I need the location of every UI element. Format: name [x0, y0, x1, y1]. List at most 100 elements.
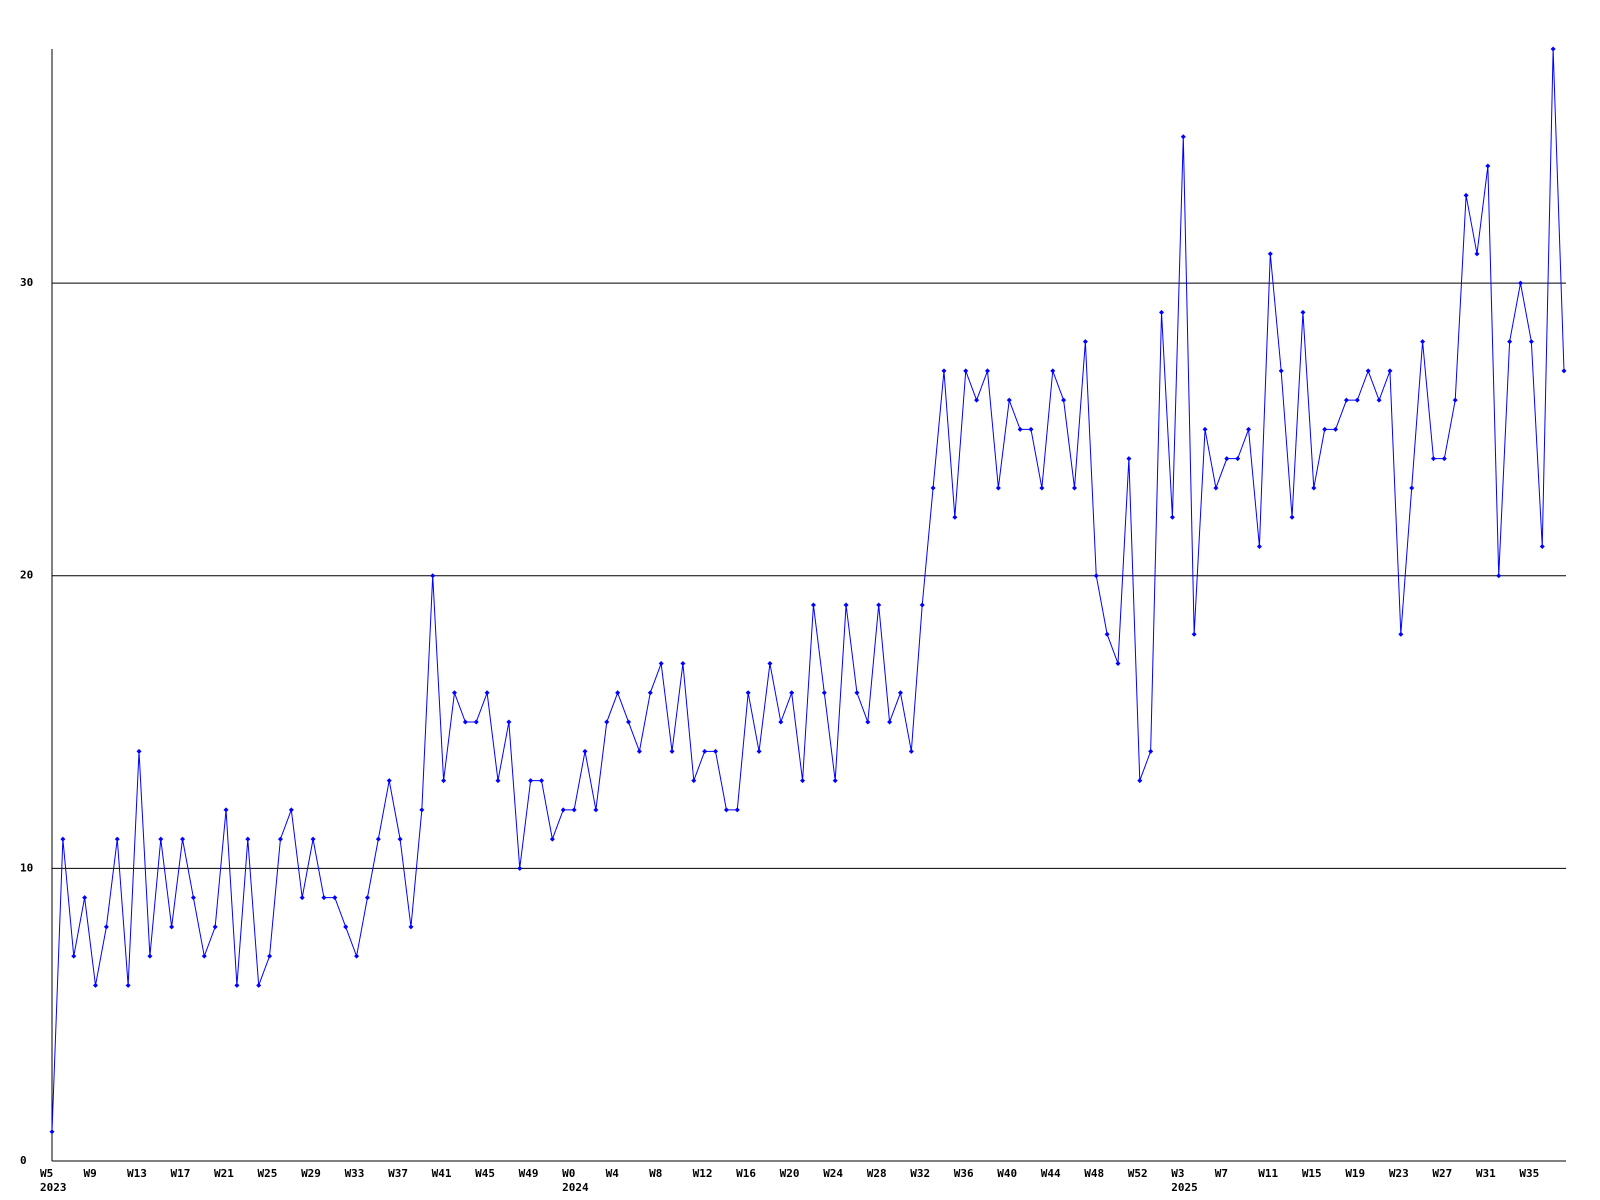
data-point — [386, 778, 392, 784]
x-tick-label: W40 — [997, 1167, 1017, 1180]
data-point — [919, 602, 925, 608]
data-point — [887, 719, 893, 725]
data-point — [1409, 485, 1415, 491]
x-tick-label: W11 — [1258, 1167, 1278, 1180]
data-point — [451, 690, 457, 696]
data-point — [1517, 280, 1523, 286]
x-tick-label: W13 — [127, 1167, 147, 1180]
data-point — [626, 719, 632, 725]
x-tick-label: W31 — [1476, 1167, 1496, 1180]
data-point — [1017, 426, 1023, 432]
data-point — [745, 690, 751, 696]
y-tick-label: 0 — [20, 1154, 27, 1167]
data-point — [952, 514, 958, 520]
data-point — [234, 982, 240, 988]
data-point — [1485, 163, 1491, 169]
data-point — [71, 953, 77, 959]
data-point — [723, 807, 729, 813]
data-point — [114, 836, 120, 842]
data-point — [604, 719, 610, 725]
data-point — [1441, 456, 1447, 462]
data-point — [93, 982, 99, 988]
data-point — [669, 748, 675, 754]
data-point — [1267, 251, 1273, 257]
data-point — [974, 397, 980, 403]
data-point — [256, 982, 262, 988]
data-point — [223, 807, 229, 813]
data-point — [897, 690, 903, 696]
data-point — [1507, 339, 1513, 345]
x-tick-label: W25 — [258, 1167, 278, 1180]
data-point — [1213, 485, 1219, 491]
x-tick-label: W36 — [954, 1167, 974, 1180]
data-point — [941, 368, 947, 374]
data-point — [1333, 426, 1339, 432]
data-point — [1224, 456, 1230, 462]
data-point — [1061, 397, 1067, 403]
data-point — [756, 748, 762, 754]
y-tick-label: 30 — [20, 276, 33, 289]
data-point — [1148, 748, 1154, 754]
data-point — [430, 573, 436, 579]
data-point — [1278, 368, 1284, 374]
data-point — [1104, 631, 1110, 637]
data-point — [1115, 661, 1121, 667]
data-point — [1528, 339, 1534, 345]
data-point — [691, 778, 697, 784]
data-point — [778, 719, 784, 725]
data-point — [201, 953, 207, 959]
data-point — [560, 807, 566, 813]
x-tick-label: W5 — [40, 1167, 53, 1180]
data-point — [908, 748, 914, 754]
data-point — [876, 602, 882, 608]
data-point — [1246, 426, 1252, 432]
data-point — [1180, 134, 1186, 140]
data-point — [1159, 309, 1165, 315]
data-point — [103, 924, 109, 930]
data-point — [506, 719, 512, 725]
data-point — [1028, 426, 1034, 432]
x-tick-label: W15 — [1302, 1167, 1322, 1180]
x-tick-label: W16 — [736, 1167, 756, 1180]
data-point — [1463, 192, 1469, 198]
data-point — [1354, 397, 1360, 403]
data-point — [1343, 397, 1349, 403]
data-point — [1420, 339, 1426, 345]
data-point — [571, 807, 577, 813]
data-point — [158, 836, 164, 842]
data-point — [1126, 456, 1132, 462]
x-tick-label: W17 — [171, 1167, 191, 1180]
data-point — [636, 748, 642, 754]
data-point — [1561, 368, 1567, 374]
x-tick-label: W21 — [214, 1167, 234, 1180]
data-point — [375, 836, 381, 842]
data-point — [963, 368, 969, 374]
data-point — [321, 895, 327, 901]
data-point — [1289, 514, 1295, 520]
data-point — [147, 953, 153, 959]
data-point — [1550, 46, 1556, 52]
data-point — [843, 602, 849, 608]
data-point — [767, 661, 773, 667]
x-tick-label: W0 — [562, 1167, 575, 1180]
data-point — [1191, 631, 1197, 637]
data-point — [593, 807, 599, 813]
x-tick-label: W48 — [1084, 1167, 1104, 1180]
data-point — [1050, 368, 1056, 374]
data-point — [517, 865, 523, 871]
x-tick-label: W4 — [606, 1167, 620, 1180]
data-point — [1235, 456, 1241, 462]
data-point — [169, 924, 175, 930]
data-point — [354, 953, 360, 959]
data-point — [1539, 543, 1545, 549]
data-point — [1006, 397, 1012, 403]
data-point — [528, 778, 534, 784]
data-point — [267, 953, 273, 959]
year-label: 2024 — [562, 1181, 589, 1194]
data-point — [1452, 397, 1458, 403]
data-point — [1376, 397, 1382, 403]
data-point — [473, 719, 479, 725]
x-tick-label: W19 — [1345, 1167, 1365, 1180]
